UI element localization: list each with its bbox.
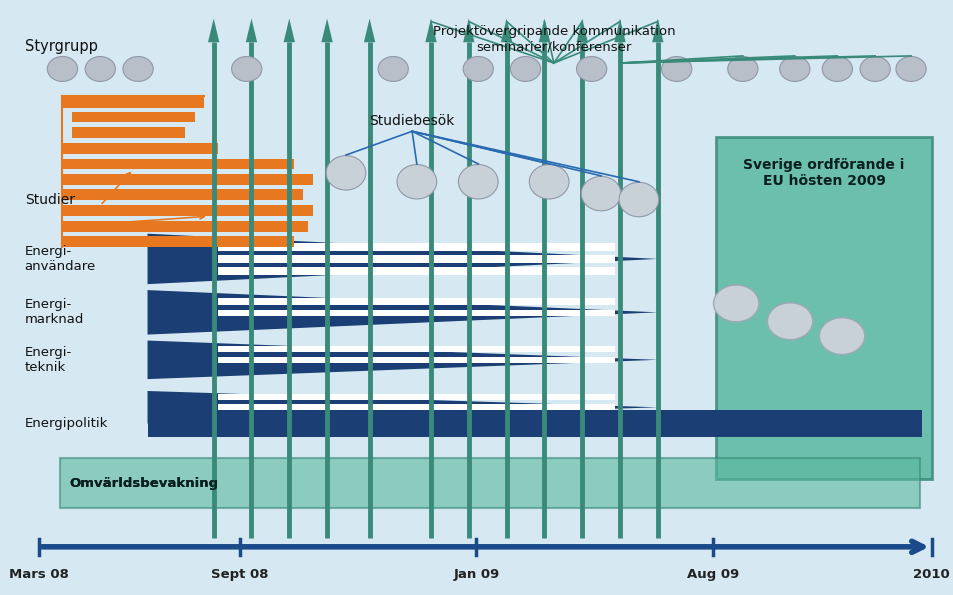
Text: Styrgrupp: Styrgrupp (25, 39, 97, 55)
Ellipse shape (727, 57, 758, 82)
Bar (60, 458, 919, 508)
Ellipse shape (396, 165, 436, 199)
Ellipse shape (85, 57, 115, 82)
Bar (218, 310, 615, 317)
Bar (716, 137, 931, 478)
Polygon shape (363, 18, 375, 42)
Bar (62, 159, 294, 170)
Ellipse shape (859, 57, 889, 82)
Ellipse shape (462, 57, 493, 82)
Bar (218, 243, 615, 251)
Bar (62, 174, 313, 184)
Text: Energi-
användare: Energi- användare (25, 245, 96, 273)
Ellipse shape (377, 57, 408, 82)
Text: Energipolitik: Energipolitik (25, 417, 108, 430)
Polygon shape (208, 18, 219, 42)
Ellipse shape (458, 165, 497, 199)
Text: Omvärldsbevakning: Omvärldsbevakning (69, 477, 218, 490)
Bar (218, 357, 615, 363)
Polygon shape (148, 234, 658, 284)
Bar (218, 267, 615, 275)
Text: Energi-
marknad: Energi- marknad (25, 298, 84, 326)
Polygon shape (148, 340, 658, 379)
Bar (62, 221, 308, 231)
Polygon shape (283, 18, 294, 42)
Ellipse shape (819, 318, 863, 355)
Ellipse shape (766, 303, 812, 340)
Text: Jan 09: Jan 09 (453, 568, 499, 581)
Bar (218, 394, 615, 400)
Bar (62, 97, 204, 108)
Polygon shape (614, 18, 625, 42)
Ellipse shape (529, 165, 568, 199)
Text: Studier: Studier (25, 193, 74, 206)
Bar (218, 405, 615, 410)
Ellipse shape (618, 182, 659, 217)
Ellipse shape (326, 156, 365, 190)
Polygon shape (321, 18, 333, 42)
Polygon shape (652, 18, 662, 42)
Polygon shape (576, 18, 587, 42)
Text: Omvärldsbevakning: Omvärldsbevakning (69, 477, 218, 490)
Ellipse shape (821, 57, 852, 82)
Bar (62, 236, 294, 247)
Bar (62, 189, 303, 200)
Ellipse shape (580, 176, 620, 211)
Ellipse shape (895, 57, 925, 82)
Text: Energi-
teknik: Energi- teknik (25, 346, 71, 374)
Text: Sverige ordförande i
EU hösten 2009: Sverige ordförande i EU hösten 2009 (742, 158, 903, 188)
Bar (71, 112, 194, 123)
Polygon shape (148, 391, 658, 424)
Bar (62, 143, 218, 154)
Polygon shape (148, 290, 658, 334)
Text: Aug 09: Aug 09 (686, 568, 739, 581)
Ellipse shape (510, 57, 540, 82)
Polygon shape (246, 18, 257, 42)
Text: Sept 08: Sept 08 (211, 568, 268, 581)
Bar (148, 411, 922, 437)
Ellipse shape (48, 57, 77, 82)
Polygon shape (538, 18, 550, 42)
Bar (218, 255, 615, 263)
Ellipse shape (779, 57, 809, 82)
Ellipse shape (713, 285, 759, 322)
Bar (218, 346, 615, 352)
Bar (62, 205, 313, 216)
Text: Projektövergripande kommunikation
seminarier/konferenser: Projektövergripande kommunikation semina… (432, 25, 675, 54)
Text: Studiebesök: Studiebesök (369, 114, 455, 129)
Polygon shape (500, 18, 512, 42)
Bar (218, 298, 615, 305)
Text: Mars 08: Mars 08 (9, 568, 69, 581)
Polygon shape (462, 18, 474, 42)
Polygon shape (425, 18, 436, 42)
Ellipse shape (123, 57, 153, 82)
Text: 2010: 2010 (913, 568, 949, 581)
Bar (71, 127, 185, 138)
Ellipse shape (576, 57, 606, 82)
Ellipse shape (232, 57, 261, 82)
Ellipse shape (660, 57, 691, 82)
